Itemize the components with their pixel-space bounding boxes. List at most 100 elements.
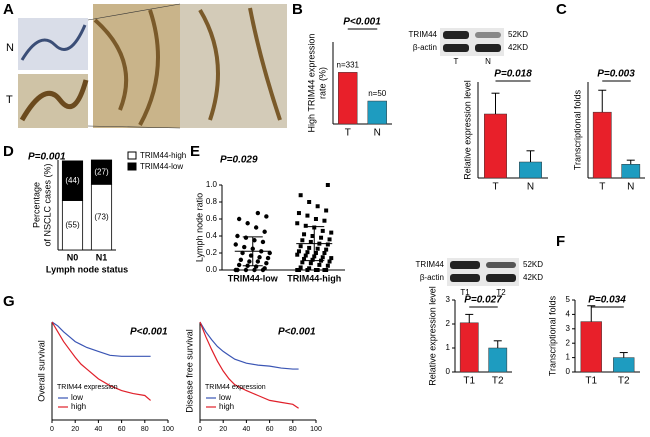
x-tick-label: N1 bbox=[96, 252, 108, 262]
point bbox=[322, 251, 327, 255]
point bbox=[324, 208, 329, 213]
survival-curve bbox=[51, 321, 151, 401]
zoom-line bbox=[87, 125, 181, 129]
tissue bbox=[20, 24, 87, 61]
point bbox=[240, 250, 245, 256]
point bbox=[298, 265, 303, 270]
x-tick-label: T1 bbox=[463, 376, 475, 387]
lane-label: T1 bbox=[460, 288, 470, 297]
band-size: 52KD bbox=[508, 30, 528, 39]
point bbox=[324, 247, 329, 252]
bar bbox=[484, 113, 507, 179]
point bbox=[329, 230, 334, 235]
point bbox=[295, 252, 300, 257]
annotation: P=0.003 bbox=[597, 69, 635, 80]
bar-note: n=331 bbox=[337, 60, 360, 69]
y-axis-label: Lymph node ratio bbox=[194, 193, 204, 262]
band bbox=[450, 274, 480, 282]
x-tick-label: N bbox=[527, 182, 534, 193]
point bbox=[320, 255, 325, 260]
point bbox=[238, 257, 244, 262]
point bbox=[310, 234, 315, 238]
band bbox=[443, 44, 469, 52]
row-label: N bbox=[6, 42, 14, 54]
point bbox=[252, 267, 257, 273]
x-tick-label: T bbox=[345, 128, 351, 139]
tissue bbox=[93, 7, 282, 126]
point bbox=[257, 255, 262, 260]
point bbox=[308, 239, 313, 244]
x-tick-label: TRIM44-high bbox=[287, 273, 341, 283]
annotation: P=0.027 bbox=[464, 295, 502, 306]
point bbox=[243, 235, 249, 240]
point bbox=[307, 266, 312, 271]
annotation: P=0.029 bbox=[220, 155, 258, 166]
point bbox=[308, 261, 313, 266]
x-tick-label: T bbox=[599, 182, 605, 193]
point bbox=[329, 256, 334, 261]
point bbox=[260, 239, 266, 245]
bar-segment bbox=[90, 159, 113, 185]
x-tick-label: N bbox=[374, 128, 381, 139]
y-tick-label: 3 bbox=[446, 295, 451, 304]
bar bbox=[519, 161, 542, 179]
x-tick-label: 60 bbox=[118, 426, 126, 433]
band bbox=[486, 262, 516, 268]
y-tick-label: 0.4 bbox=[206, 231, 218, 240]
annotation: P<0.001 bbox=[278, 327, 316, 338]
point bbox=[253, 264, 259, 269]
x-tick-label: 80 bbox=[289, 426, 297, 433]
y-tick-label: 1 bbox=[446, 343, 451, 352]
value-label: (44) bbox=[65, 176, 80, 185]
zoom-line bbox=[87, 3, 181, 21]
point bbox=[265, 255, 271, 261]
point bbox=[233, 242, 238, 247]
panel-label: F bbox=[556, 233, 565, 250]
y-axis-label: Relative expression level bbox=[462, 80, 472, 180]
point bbox=[303, 253, 308, 258]
point bbox=[255, 259, 261, 264]
bar bbox=[338, 72, 358, 125]
bar bbox=[488, 347, 508, 373]
point bbox=[324, 268, 329, 272]
y-axis-label: Relative expression level bbox=[427, 286, 437, 386]
point bbox=[313, 251, 318, 255]
y-axis-label: Overall survival bbox=[36, 340, 46, 402]
x-tick-label: T bbox=[492, 182, 498, 193]
legend-label: TRIM44-high bbox=[140, 151, 186, 160]
panel-label: G bbox=[3, 293, 15, 310]
bar bbox=[613, 357, 635, 373]
point bbox=[242, 244, 247, 250]
point bbox=[305, 250, 310, 255]
lane-label: N bbox=[485, 57, 491, 66]
lane-label: T bbox=[454, 57, 459, 66]
point bbox=[313, 217, 318, 221]
panel-label: E bbox=[190, 143, 200, 160]
panel-label: B bbox=[292, 1, 303, 18]
annotation: P=0.018 bbox=[494, 69, 532, 80]
band bbox=[486, 274, 516, 282]
legend-swatch bbox=[127, 151, 137, 160]
survival-curve bbox=[51, 321, 151, 357]
band-size: 52KD bbox=[523, 260, 543, 269]
point bbox=[315, 204, 320, 209]
point bbox=[303, 223, 308, 228]
point bbox=[235, 233, 240, 239]
point bbox=[248, 253, 254, 258]
y-tick-label: 3 bbox=[566, 324, 571, 333]
y-tick-label: 0.0 bbox=[206, 265, 218, 274]
bar bbox=[580, 321, 602, 373]
x-tick-label: N bbox=[627, 182, 634, 193]
band bbox=[450, 261, 480, 269]
point bbox=[305, 213, 310, 218]
band-label: TRIM44 bbox=[409, 30, 438, 39]
point bbox=[255, 210, 261, 216]
point bbox=[296, 268, 301, 272]
bar bbox=[367, 100, 387, 125]
annotation: P<0.001 bbox=[130, 327, 168, 338]
y-axis-label: of NSCLC cases (%) bbox=[42, 163, 52, 246]
band-size: 42KD bbox=[523, 273, 543, 282]
point bbox=[296, 211, 301, 216]
x-tick-label: 100 bbox=[162, 426, 174, 433]
annotation: P=0.001 bbox=[28, 152, 66, 163]
